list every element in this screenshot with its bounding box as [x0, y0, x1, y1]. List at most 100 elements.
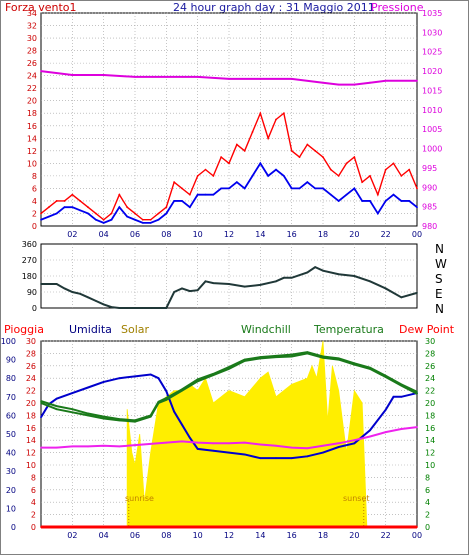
- temp-left-y-tick-label: 30: [26, 337, 36, 346]
- wind-y-tick-label: 2: [32, 209, 37, 218]
- direction-point: [165, 307, 168, 309]
- temperature-point: [353, 362, 356, 365]
- meteo-x-tick-label: 02: [67, 531, 77, 540]
- axis-labels-layer: 0246810121416182022242628303234980985990…: [1, 9, 447, 540]
- humidity-point: [149, 373, 152, 376]
- direction-point: [181, 287, 183, 290]
- wind-x-tick-label: 14: [255, 230, 265, 239]
- wind-x-tick-label: 04: [99, 230, 109, 239]
- wind_avg-point: [275, 168, 277, 171]
- humidity-point: [212, 449, 215, 452]
- dewpoint-point: [322, 444, 324, 447]
- wind_avg-point: [55, 212, 58, 215]
- wind-y-tick-label: 8: [32, 172, 37, 181]
- direction-point: [134, 307, 136, 309]
- dewpoint-point: [400, 428, 403, 430]
- wind_gust-point: [345, 162, 348, 165]
- temp-right-y-tick-label: 16: [425, 424, 435, 433]
- direction-point: [110, 306, 113, 309]
- wind_avg-point: [345, 193, 348, 196]
- humidity-point: [134, 375, 136, 378]
- dewpoint-point: [337, 442, 340, 445]
- direction-series-layer: [40, 265, 418, 309]
- temperature-line: [40, 351, 418, 422]
- temperature-point: [259, 356, 262, 359]
- wind_avg-point: [134, 218, 136, 221]
- dewpoint-point: [181, 440, 183, 443]
- wind_avg-point: [361, 200, 364, 202]
- temperature-legend-label: Temperatura: [313, 323, 384, 336]
- wind_avg-point: [47, 215, 50, 218]
- compass-label: E: [435, 287, 443, 301]
- temperature-point: [181, 388, 183, 391]
- humidity-y-tick-label: 90: [6, 356, 16, 365]
- wind-y-tick-label: 34: [27, 9, 37, 18]
- wind_gust-point: [102, 218, 105, 221]
- dewpoint-point: [40, 446, 42, 449]
- direction-point: [188, 290, 191, 293]
- wind_avg-point: [40, 218, 42, 221]
- pressure-point: [228, 77, 230, 80]
- rain-legend-label: Pioggia: [4, 323, 44, 336]
- pressure-point: [369, 81, 371, 84]
- humidity-point: [384, 408, 387, 411]
- windchill-point: [165, 399, 168, 401]
- temperature-point: [275, 354, 277, 357]
- dewpoint-point: [196, 441, 199, 444]
- wind_gust-point: [181, 187, 183, 190]
- dewpoint-point: [71, 445, 74, 448]
- wind_gust-point: [87, 206, 89, 209]
- wind_avg-point: [329, 193, 332, 196]
- humidity-point: [157, 377, 160, 380]
- pressure-point: [259, 77, 262, 80]
- temp-right-y-tick-label: 20: [425, 399, 435, 408]
- wind_gust-point: [408, 168, 411, 171]
- direction-point: [55, 283, 58, 285]
- wind_avg-point: [87, 212, 89, 215]
- temp-right-y-tick-label: 26: [425, 362, 435, 371]
- sunrise-label: sunrise: [125, 494, 154, 503]
- wind_avg-point: [384, 200, 387, 202]
- windchill-point: [55, 408, 58, 411]
- meteo-x-tick-label: 00: [412, 531, 422, 540]
- wind_avg-point: [141, 221, 144, 224]
- dewpoint-point: [416, 426, 418, 429]
- wind-x-tick-label: 06: [130, 230, 140, 239]
- wind_avg-point: [408, 200, 411, 202]
- pressure-point: [165, 76, 168, 78]
- wind_gust-point: [251, 131, 254, 133]
- wind_avg-point: [306, 181, 309, 184]
- humidity-y-tick-label: 50: [6, 430, 16, 439]
- humidity-point: [322, 451, 324, 454]
- humidity-point: [87, 386, 89, 389]
- direction-point: [126, 307, 129, 309]
- wind_avg-point: [322, 187, 324, 190]
- wind_gust-point: [235, 143, 238, 146]
- wind_avg-point: [337, 200, 340, 202]
- humidity-y-tick-label: 20: [6, 486, 16, 495]
- wind-y-tick-label: 6: [32, 184, 37, 193]
- temp-right-y-tick-label: 22: [425, 387, 435, 396]
- wind_gust-point: [141, 218, 144, 221]
- wind-y-tick-label: 16: [27, 122, 37, 131]
- wind-y-tick-label: 32: [27, 22, 37, 31]
- humidity-point: [188, 436, 191, 439]
- meteo-x-tick-label: 08: [161, 531, 171, 540]
- temp-left-y-tick-label: 8: [31, 473, 36, 482]
- wind-y-tick-label: 30: [27, 34, 37, 43]
- temp-left-y-tick-label: 4: [31, 498, 36, 507]
- wind_avg-point: [298, 187, 301, 190]
- rain-point: [40, 526, 42, 528]
- dewpoint-point: [228, 442, 230, 445]
- humidity-point: [400, 395, 403, 398]
- temperature-point: [118, 418, 121, 421]
- wind_avg-point: [181, 200, 183, 202]
- wind_avg-point: [353, 187, 356, 190]
- pressure-point: [290, 77, 293, 80]
- wind_avg-point: [165, 212, 168, 215]
- temp-left-y-tick-label: 12: [26, 449, 36, 458]
- wind_gust-point: [173, 181, 176, 184]
- wind_gust-point: [400, 174, 403, 177]
- wind_gust-point: [353, 156, 356, 158]
- wind_gust-point: [259, 112, 262, 115]
